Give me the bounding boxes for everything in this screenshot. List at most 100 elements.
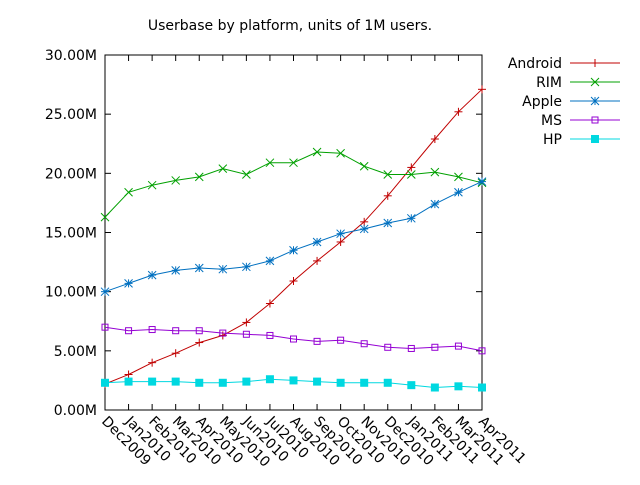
data-point bbox=[218, 378, 227, 387]
legend-label: HP bbox=[543, 132, 562, 148]
data-point bbox=[430, 167, 440, 177]
data-point bbox=[454, 107, 463, 116]
y-tick-label: 25.00M bbox=[45, 107, 97, 123]
data-point bbox=[454, 172, 463, 182]
series-android bbox=[101, 85, 486, 388]
data-point bbox=[430, 383, 439, 392]
data-point bbox=[242, 330, 250, 338]
data-point bbox=[171, 176, 181, 185]
data-point bbox=[383, 218, 393, 228]
series-line bbox=[104, 88, 483, 385]
data-point bbox=[289, 245, 298, 255]
legend-label: MS bbox=[541, 113, 562, 129]
data-point bbox=[478, 85, 486, 94]
legend: Android RIM Apple MS HP bbox=[508, 56, 620, 148]
data-point bbox=[171, 377, 180, 386]
data-point bbox=[430, 199, 440, 209]
legend-item: HP bbox=[543, 132, 620, 148]
legend-marker bbox=[591, 59, 599, 67]
data-point bbox=[195, 327, 203, 335]
data-point bbox=[194, 172, 204, 182]
y-tick-label: 20.00M bbox=[45, 166, 97, 182]
y-tick-label: 0.00M bbox=[54, 403, 97, 419]
data-point bbox=[407, 344, 415, 352]
series-rim bbox=[100, 147, 487, 222]
legend-item: RIM bbox=[536, 75, 620, 91]
data-point bbox=[290, 335, 297, 343]
legend-item: Apple bbox=[522, 94, 620, 110]
data-point bbox=[242, 377, 251, 386]
data-point bbox=[148, 377, 157, 386]
y-tick-label: 30.00M bbox=[45, 48, 97, 64]
data-point bbox=[384, 343, 392, 351]
y-axis: 0.00M 5.00M 10.00M 15.00M 20.00M 25.00M 30.00M bbox=[45, 48, 482, 419]
data-point bbox=[172, 327, 180, 335]
data-point bbox=[383, 378, 392, 387]
series-line bbox=[104, 326, 483, 352]
data-point bbox=[360, 217, 369, 226]
data-point bbox=[265, 299, 274, 308]
data-point bbox=[195, 338, 204, 347]
plot-frame bbox=[104, 54, 483, 411]
data-point bbox=[148, 358, 157, 367]
data-point bbox=[100, 287, 110, 297]
data-point bbox=[195, 378, 204, 387]
data-point bbox=[313, 337, 321, 345]
y-tick-label: 5.00M bbox=[54, 344, 97, 360]
data-point bbox=[125, 327, 133, 335]
y-tick-label: 15.00M bbox=[45, 226, 97, 242]
data-point bbox=[194, 263, 204, 273]
data-point bbox=[101, 378, 109, 387]
chart-title: Userbase by platform, units of 1M users. bbox=[148, 18, 432, 34]
legend-label: Apple bbox=[522, 94, 562, 110]
data-point bbox=[383, 170, 393, 179]
data-point bbox=[124, 377, 133, 386]
data-point bbox=[454, 342, 462, 350]
series-line bbox=[104, 181, 483, 293]
data-point bbox=[454, 187, 463, 197]
data-point bbox=[265, 256, 275, 266]
data-point bbox=[336, 229, 345, 239]
data-point bbox=[218, 264, 228, 274]
legend-item: Android bbox=[508, 56, 620, 72]
data-point bbox=[171, 349, 180, 358]
data-point bbox=[360, 340, 368, 348]
data-point bbox=[289, 277, 298, 286]
data-point bbox=[148, 326, 156, 334]
data-point bbox=[242, 262, 251, 272]
legend-item: MS bbox=[541, 113, 620, 129]
data-point bbox=[265, 158, 275, 168]
data-point bbox=[313, 377, 322, 386]
legend-marker bbox=[591, 135, 599, 143]
data-point bbox=[406, 170, 416, 179]
legend-marker bbox=[590, 96, 600, 106]
data-point bbox=[454, 382, 463, 391]
data-point bbox=[124, 279, 133, 288]
y-tick-label: 10.00M bbox=[45, 285, 97, 301]
data-point bbox=[360, 378, 369, 387]
data-point bbox=[478, 383, 486, 392]
series-ms bbox=[101, 323, 486, 355]
data-point bbox=[124, 187, 133, 197]
data-point bbox=[242, 318, 251, 327]
data-point bbox=[289, 158, 298, 168]
data-point bbox=[100, 212, 110, 222]
legend-label: RIM bbox=[536, 75, 562, 91]
data-point bbox=[477, 177, 487, 186]
data-point bbox=[147, 270, 157, 280]
legend-marker bbox=[590, 77, 600, 87]
data-point bbox=[336, 237, 345, 246]
data-point bbox=[242, 170, 251, 179]
data-point bbox=[218, 164, 228, 173]
legend-label: Android bbox=[508, 56, 562, 72]
data-point bbox=[431, 343, 439, 351]
series-apple bbox=[100, 177, 487, 297]
data-point bbox=[359, 224, 369, 234]
data-point bbox=[101, 323, 109, 331]
data-point bbox=[289, 376, 298, 385]
data-point bbox=[359, 161, 369, 171]
data-point bbox=[478, 347, 486, 355]
data-point bbox=[312, 147, 322, 157]
